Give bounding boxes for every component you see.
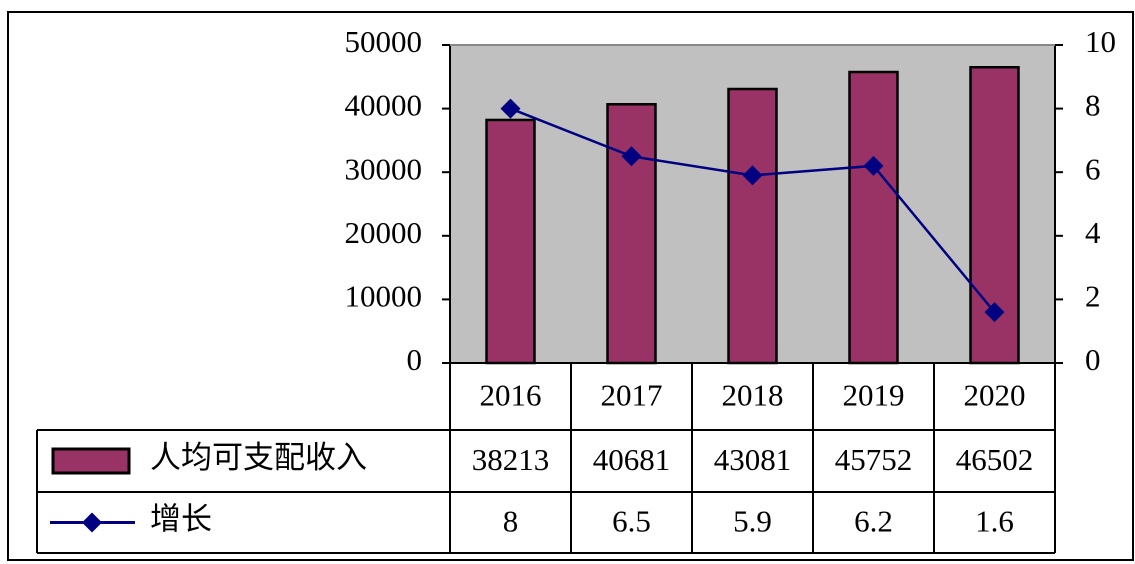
table-value: 40681	[593, 442, 671, 477]
table-value: 6.5	[612, 504, 651, 539]
y2-tick-label: 6	[1085, 151, 1101, 186]
y-tick-label: 50000	[345, 24, 423, 59]
point	[621, 146, 642, 167]
x-tick-label: 2020	[964, 378, 1026, 413]
legend-label: 人均可支配收入	[150, 440, 367, 475]
x-tick-label: 2017	[601, 378, 663, 413]
point	[984, 302, 1005, 323]
point	[500, 98, 521, 119]
table-value: 6.2	[854, 504, 893, 539]
table-value: 45752	[835, 442, 913, 477]
table-value: 38213	[472, 442, 550, 477]
y-tick-label: 30000	[345, 151, 423, 186]
x-tick-label: 2018	[722, 378, 784, 413]
table-value: 5.9	[733, 504, 772, 539]
table-value: 46502	[956, 442, 1034, 477]
x-tick-label: 2019	[843, 378, 905, 413]
table-value: 43081	[714, 442, 792, 477]
table-value: 8	[503, 504, 519, 539]
y-tick-label: 40000	[345, 88, 423, 123]
y2-tick-label: 2	[1085, 279, 1101, 314]
y2-tick-label: 0	[1085, 342, 1101, 377]
y-tick-label: 20000	[345, 215, 423, 250]
y2-tick-label: 10	[1085, 24, 1116, 59]
point	[863, 155, 884, 176]
bar	[848, 70, 899, 365]
table-value: 1.6	[975, 504, 1014, 539]
y-tick-label: 10000	[345, 279, 423, 314]
legend-key-marker	[82, 512, 102, 533]
y2-tick-label: 8	[1085, 88, 1101, 123]
point	[742, 165, 763, 186]
y-tick-label: 0	[407, 342, 423, 377]
legend-key	[51, 447, 131, 475]
bar	[727, 87, 778, 365]
legend-label: 增长	[150, 502, 212, 537]
x-tick-label: 2016	[480, 378, 542, 413]
bar	[485, 118, 536, 365]
y2-tick-label: 4	[1085, 215, 1101, 250]
bar	[606, 103, 657, 365]
